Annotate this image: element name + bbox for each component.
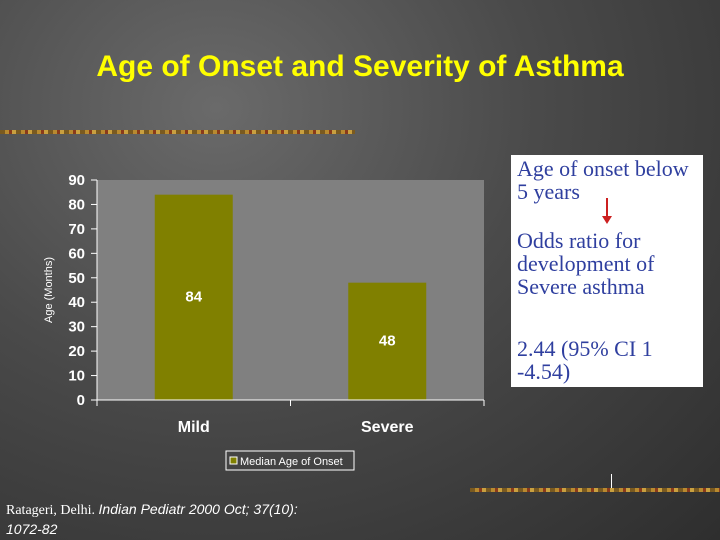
bar-data-label: 84 <box>185 288 202 305</box>
citation-journal: Indian Pediatr 2000 Oct; 37(10): 1072-82 <box>6 501 298 537</box>
y-tick-label: 90 <box>68 172 85 189</box>
x-category-label: Mild <box>178 419 210 436</box>
info-onset-text: Age of onset below 5 years <box>517 156 689 204</box>
legend: Median Age of Onset <box>225 450 355 471</box>
decorative-rule-bottom <box>470 488 720 492</box>
y-axis: 0 10 20 30 40 50 60 70 80 90 <box>68 172 98 409</box>
slide-title: Age of Onset and Severity of Asthma <box>96 50 624 83</box>
citation: Ratageri, Delhi. Indian Pediatr 2000 Oct… <box>6 500 326 539</box>
decorative-rule-top <box>0 130 355 134</box>
info-box: Age of onset below 5 years Odds ratio fo… <box>511 155 703 387</box>
legend-label: Median Age of Onset <box>240 456 343 468</box>
legend-swatch <box>229 456 238 465</box>
x-category-label: Severe <box>361 419 414 436</box>
y-axis-label: Age (Months) <box>43 257 55 323</box>
y-tick-label: 10 <box>68 368 85 385</box>
info-odds-ratio-text: Odds ratio for development of Severe ast… <box>517 228 655 299</box>
y-tick-label: 70 <box>68 221 85 238</box>
arrow-head-icon <box>602 216 612 224</box>
x-axis: Mild Severe <box>96 399 485 436</box>
y-tick-label: 50 <box>68 270 85 287</box>
legend-box <box>225 450 355 471</box>
info-ci-text: 2.44 (95% CI 1 -4.54) <box>517 336 653 384</box>
y-tick-label: 0 <box>77 392 85 409</box>
citation-source: Ratageri, Delhi. <box>6 503 99 518</box>
bar-data-label: 48 <box>379 332 396 349</box>
y-tick-label: 30 <box>68 319 85 336</box>
y-tick-label: 20 <box>68 343 85 360</box>
y-tick-label: 60 <box>68 245 85 262</box>
y-tick-label: 40 <box>68 294 85 311</box>
y-tick-label: 80 <box>68 196 85 213</box>
bar <box>348 282 427 400</box>
bars: 84 48 <box>154 194 427 400</box>
down-arrow-icon <box>606 198 608 220</box>
bar <box>154 194 233 400</box>
decorative-tick <box>611 474 612 490</box>
